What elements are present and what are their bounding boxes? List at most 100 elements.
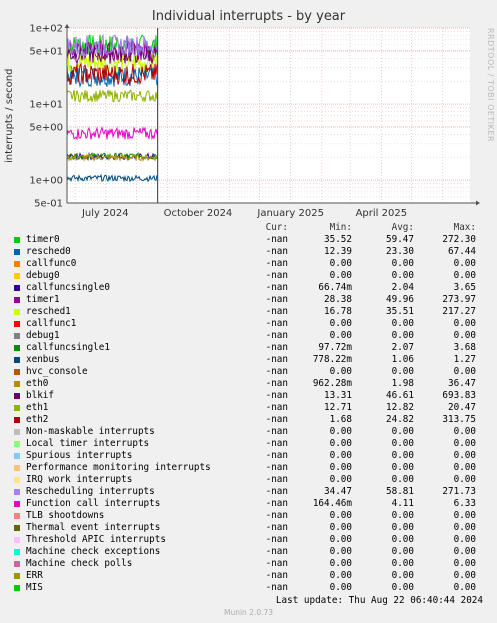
legend-cur: -nan xyxy=(265,390,288,401)
legend-avg: 24.82 xyxy=(386,414,414,425)
legend-cur: -nan xyxy=(265,342,288,353)
legend-row: MIS -nan 0.00 0.00 0.00 xyxy=(0,582,497,594)
legend-series-name: resched1 xyxy=(26,306,71,317)
x-axis-arrow xyxy=(476,200,480,206)
legend-max: 0.00 xyxy=(453,426,476,437)
legend-min: 0.00 xyxy=(329,522,352,533)
legend-row: Rescheduling interrupts -nan 34.47 58.81 271… xyxy=(0,486,497,498)
legend-cur: -nan xyxy=(265,246,288,257)
legend-cur: -nan xyxy=(265,570,288,581)
legend-avg: 1.06 xyxy=(391,354,414,365)
legend-row: debug1 -nan 0.00 0.00 0.00 xyxy=(0,330,497,342)
legend-color-swatch xyxy=(14,309,20,315)
legend-series-name: callfunc1 xyxy=(26,318,77,329)
legend-avg: 0.00 xyxy=(391,546,414,557)
legend-series-name: Machine check polls xyxy=(26,558,133,569)
x-tick-label: October 2024 xyxy=(164,208,233,219)
legend-max: 0.00 xyxy=(453,570,476,581)
legend-series-name: Threshold APIC interrupts xyxy=(26,534,166,545)
legend-row: callfunc0 -nan 0.00 0.00 0.00 xyxy=(0,258,497,270)
legend-row: Machine check exceptions -nan 0.00 0.00 0.00 xyxy=(0,546,497,558)
legend-row: IRQ work interrupts -nan 0.00 0.00 0.00 xyxy=(0,474,497,486)
legend-max: 0.00 xyxy=(453,270,476,281)
y-tick-label: 5e+01 xyxy=(29,46,63,57)
legend-row: Threshold APIC interrupts -nan 0.00 0.00 0.0… xyxy=(0,534,497,546)
legend-series-name: Spurious interrupts xyxy=(26,450,133,461)
legend-color-swatch xyxy=(14,429,20,435)
legend-row: eth0 -nan 962.28m 1.98 36.47 xyxy=(0,378,497,390)
legend-cur: -nan xyxy=(265,462,288,473)
header-max: Max: xyxy=(453,222,476,233)
header-min: Min: xyxy=(329,222,352,233)
legend-min: 0.00 xyxy=(329,366,352,377)
legend-cur: -nan xyxy=(265,534,288,545)
legend-avg: 0.00 xyxy=(391,450,414,461)
legend-cur: -nan xyxy=(265,522,288,533)
legend-avg: 12.82 xyxy=(386,402,414,413)
legend-series-name: Local timer interrupts xyxy=(26,438,150,449)
series-line xyxy=(66,51,158,73)
legend-avg: 58.81 xyxy=(386,486,414,497)
legend-color-swatch xyxy=(14,477,20,483)
legend-row: Thermal event interrupts -nan 0.00 0.00 0.00 xyxy=(0,522,497,534)
legend-min: 0.00 xyxy=(329,270,352,281)
legend-max: 0.00 xyxy=(453,330,476,341)
legend-color-swatch xyxy=(14,405,20,411)
legend-cur: -nan xyxy=(265,510,288,521)
legend-min: 0.00 xyxy=(329,546,352,557)
legend-min: 34.47 xyxy=(324,486,352,497)
legend-min: 0.00 xyxy=(329,474,352,485)
legend-cur: -nan xyxy=(265,306,288,317)
legend-row: xenbus -nan 778.22m 1.06 1.27 xyxy=(0,354,497,366)
legend-row: Machine check polls -nan 0.00 0.00 0.00 xyxy=(0,558,497,570)
legend-series-name: timer1 xyxy=(26,294,60,305)
legend-avg: 2.04 xyxy=(391,282,414,293)
legend-min: 66.74m xyxy=(318,282,352,293)
legend-min: 0.00 xyxy=(329,258,352,269)
legend-series-name: debug1 xyxy=(26,330,60,341)
legend-series-name: debug0 xyxy=(26,270,60,281)
legend-max: 0.00 xyxy=(453,366,476,377)
legend-color-swatch xyxy=(14,585,20,591)
legend-cur: -nan xyxy=(265,558,288,569)
series-line xyxy=(66,33,158,57)
legend-row: ERR -nan 0.00 0.00 0.00 xyxy=(0,570,497,582)
series-line xyxy=(66,173,158,183)
legend-max: 693.83 xyxy=(442,390,476,401)
legend-color-swatch xyxy=(14,441,20,447)
legend-color-swatch xyxy=(14,573,20,579)
legend-avg: 1.98 xyxy=(391,378,414,389)
legend-min: 0.00 xyxy=(329,582,352,593)
legend-series-name: callfunc0 xyxy=(26,258,77,269)
last-update: Last update: Thu Aug 22 06:40:44 2024 xyxy=(275,595,483,606)
legend-color-swatch xyxy=(14,237,20,243)
legend-avg: 2.07 xyxy=(391,342,414,353)
legend-series-name: hvc_console xyxy=(26,366,88,377)
legend-cur: -nan xyxy=(265,258,288,269)
legend-avg: 49.96 xyxy=(386,294,414,305)
legend-row: Function call interrupts -nan 164.46m 4.11 6… xyxy=(0,498,497,510)
legend-min: 0.00 xyxy=(329,438,352,449)
legend-series-name: eth1 xyxy=(26,402,49,413)
legend-avg: 0.00 xyxy=(391,366,414,377)
y-axis-arrow xyxy=(64,24,70,28)
y-tick-label: 1e+02 xyxy=(29,24,63,35)
legend-row: resched1 -nan 16.78 35.51 217.27 xyxy=(0,306,497,318)
legend-min: 0.00 xyxy=(329,462,352,473)
legend-row: resched0 -nan 12.39 23.30 67.44 xyxy=(0,246,497,258)
legend-color-swatch xyxy=(14,513,20,519)
legend-cur: -nan xyxy=(265,282,288,293)
legend-color-swatch xyxy=(14,273,20,279)
legend-series-name: callfuncsingle0 xyxy=(26,282,110,293)
legend-color-swatch xyxy=(14,525,20,531)
legend-avg: 59.47 xyxy=(386,234,414,245)
legend-color-swatch xyxy=(14,357,20,363)
legend-avg: 0.00 xyxy=(391,510,414,521)
legend-series-name: MIS xyxy=(26,582,43,593)
legend-series-name: TLB shootdowns xyxy=(26,510,105,521)
legend-color-swatch xyxy=(14,561,20,567)
legend-min: 1.68 xyxy=(329,414,352,425)
legend-min: 962.28m xyxy=(312,378,352,389)
legend-row: callfuncsingle1 -nan 97.72m 2.07 3.68 xyxy=(0,342,497,354)
legend-series-name: eth0 xyxy=(26,378,49,389)
